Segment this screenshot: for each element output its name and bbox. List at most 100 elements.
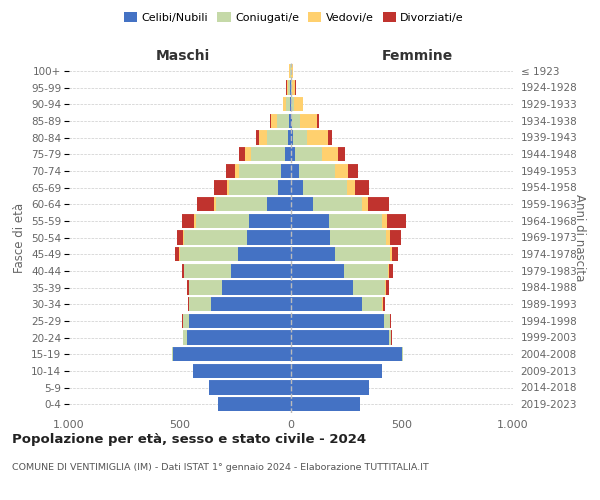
Bar: [214, 180, 227, 194]
Bar: [211, 297, 291, 311]
Bar: [259, 130, 267, 144]
Bar: [391, 330, 392, 344]
Bar: [388, 264, 389, 278]
Bar: [267, 130, 289, 144]
Bar: [184, 230, 247, 244]
Bar: [188, 297, 189, 311]
Bar: [291, 297, 362, 311]
Text: COMUNE DI VENTIMIGLIA (IM) - Dati ISTAT 1° gennaio 2024 - Elaborazione TUTTITALI: COMUNE DI VENTIMIGLIA (IM) - Dati ISTAT …: [12, 462, 429, 471]
Bar: [347, 180, 355, 194]
Bar: [277, 114, 289, 128]
Bar: [289, 114, 291, 128]
Bar: [291, 130, 293, 144]
Bar: [292, 64, 293, 78]
Bar: [329, 214, 382, 228]
Bar: [335, 247, 390, 261]
Bar: [307, 130, 328, 144]
Bar: [245, 147, 251, 161]
Bar: [218, 397, 291, 411]
Text: Femmine: Femmine: [382, 48, 452, 62]
Bar: [383, 297, 385, 311]
Bar: [187, 280, 189, 294]
Bar: [214, 197, 215, 211]
Bar: [299, 164, 335, 178]
Bar: [247, 230, 291, 244]
Bar: [386, 230, 391, 244]
Bar: [294, 97, 302, 112]
Bar: [291, 230, 330, 244]
Bar: [300, 114, 317, 128]
Bar: [292, 114, 300, 128]
Bar: [313, 197, 362, 211]
Bar: [288, 80, 290, 94]
Bar: [291, 380, 368, 394]
Bar: [355, 180, 370, 194]
Bar: [291, 164, 299, 178]
Bar: [182, 214, 194, 228]
Bar: [197, 197, 214, 211]
Bar: [270, 114, 271, 128]
Bar: [283, 97, 286, 112]
Text: Popolazione per età, sesso e stato civile - 2024: Popolazione per età, sesso e stato civil…: [12, 432, 366, 446]
Bar: [291, 280, 353, 294]
Bar: [387, 214, 406, 228]
Bar: [194, 214, 196, 228]
Bar: [281, 164, 291, 178]
Bar: [278, 180, 291, 194]
Bar: [291, 114, 292, 128]
Bar: [291, 180, 303, 194]
Bar: [291, 314, 384, 328]
Bar: [249, 214, 291, 228]
Bar: [362, 197, 368, 211]
Bar: [362, 297, 382, 311]
Bar: [353, 280, 385, 294]
Bar: [390, 247, 392, 261]
Bar: [291, 330, 389, 344]
Bar: [173, 347, 291, 361]
Bar: [179, 247, 180, 261]
Bar: [235, 164, 239, 178]
Bar: [287, 80, 288, 94]
Bar: [328, 130, 332, 144]
Bar: [266, 197, 291, 211]
Bar: [389, 264, 394, 278]
Bar: [209, 380, 291, 394]
Bar: [189, 297, 211, 311]
Bar: [172, 347, 173, 361]
Bar: [317, 114, 319, 128]
Bar: [303, 180, 347, 194]
Bar: [293, 130, 307, 144]
Bar: [226, 164, 235, 178]
Bar: [184, 264, 231, 278]
Bar: [384, 314, 390, 328]
Y-axis label: Anni di nascita: Anni di nascita: [573, 194, 586, 281]
Bar: [215, 197, 266, 211]
Bar: [389, 330, 391, 344]
Y-axis label: Fasce di età: Fasce di età: [13, 202, 26, 272]
Bar: [184, 314, 189, 328]
Bar: [402, 347, 403, 361]
Bar: [227, 180, 229, 194]
Bar: [382, 297, 383, 311]
Bar: [256, 130, 259, 144]
Bar: [291, 147, 295, 161]
Bar: [344, 264, 388, 278]
Bar: [335, 164, 347, 178]
Bar: [330, 230, 386, 244]
Bar: [182, 264, 184, 278]
Bar: [295, 147, 322, 161]
Bar: [391, 230, 401, 244]
Bar: [386, 280, 389, 294]
Bar: [290, 80, 291, 94]
Bar: [189, 314, 291, 328]
Bar: [286, 97, 290, 112]
Bar: [291, 214, 329, 228]
Bar: [390, 314, 391, 328]
Bar: [222, 280, 291, 294]
Bar: [175, 247, 179, 261]
Bar: [238, 247, 291, 261]
Bar: [347, 164, 358, 178]
Bar: [291, 397, 360, 411]
Text: Maschi: Maschi: [156, 48, 210, 62]
Bar: [184, 330, 187, 344]
